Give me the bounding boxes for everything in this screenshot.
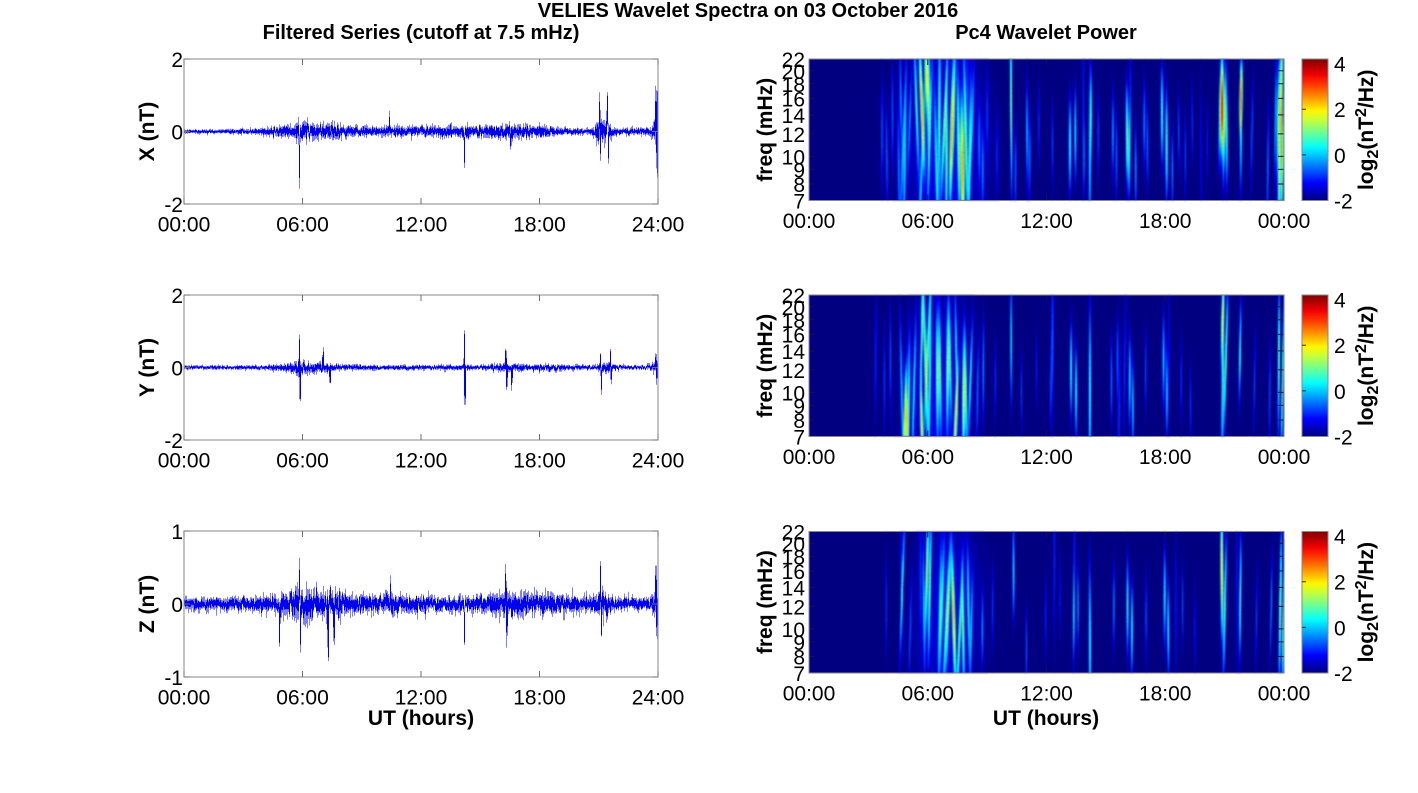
svg-text:9: 9 <box>793 159 805 182</box>
svg-text:Y (nT): Y (nT) <box>136 338 159 397</box>
svg-text:-2: -2 <box>1334 427 1353 450</box>
svg-text:06:00: 06:00 <box>276 687 329 710</box>
svg-text:4: 4 <box>1334 54 1346 77</box>
svg-text:16: 16 <box>782 561 805 584</box>
svg-text:UT (hours): UT (hours) <box>368 707 474 730</box>
svg-text:06:00: 06:00 <box>276 450 329 473</box>
svg-text:00:00: 00:00 <box>783 683 836 706</box>
svg-text:7: 7 <box>793 663 805 686</box>
svg-text:06:00: 06:00 <box>902 446 955 469</box>
svg-text:Pc4 Wavelet Power: Pc4 Wavelet Power <box>955 22 1137 44</box>
svg-text:20: 20 <box>782 297 805 320</box>
svg-text:18: 18 <box>782 74 805 97</box>
svg-text:18:00: 18:00 <box>1139 683 1192 706</box>
svg-text:log2(nT2/Hz): log2(nT2/Hz) <box>1353 306 1382 426</box>
svg-text:12: 12 <box>782 124 805 147</box>
svg-text:18:00: 18:00 <box>513 450 566 473</box>
svg-text:0: 0 <box>171 594 183 617</box>
svg-text:-2: -2 <box>1334 191 1353 214</box>
svg-text:2: 2 <box>1334 99 1346 122</box>
svg-text:0: 0 <box>171 122 183 145</box>
svg-text:2: 2 <box>171 285 183 308</box>
svg-text:9: 9 <box>793 632 805 655</box>
svg-text:20: 20 <box>782 61 805 84</box>
svg-text:24:00: 24:00 <box>632 450 685 473</box>
svg-text:12: 12 <box>782 596 805 619</box>
svg-text:22: 22 <box>782 285 805 308</box>
svg-text:0: 0 <box>1334 381 1346 404</box>
svg-text:06:00: 06:00 <box>902 210 955 233</box>
svg-text:00:00: 00:00 <box>158 450 211 473</box>
svg-text:1: 1 <box>171 521 183 544</box>
svg-text:20: 20 <box>782 533 805 556</box>
svg-text:22: 22 <box>782 49 805 72</box>
svg-text:16: 16 <box>782 88 805 111</box>
svg-text:00:00: 00:00 <box>783 210 836 233</box>
svg-text:12:00: 12:00 <box>395 687 448 710</box>
svg-text:log2(nT2/Hz): log2(nT2/Hz) <box>1353 542 1382 662</box>
svg-text:-2: -2 <box>164 194 183 217</box>
svg-text:Z (nT): Z (nT) <box>136 575 159 633</box>
svg-text:18: 18 <box>782 546 805 569</box>
svg-text:06:00: 06:00 <box>276 214 329 237</box>
svg-text:X (nT): X (nT) <box>136 102 159 161</box>
svg-text:-2: -2 <box>164 430 183 453</box>
svg-text:8: 8 <box>793 174 805 197</box>
svg-text:12:00: 12:00 <box>1020 446 1073 469</box>
svg-text:0: 0 <box>1334 145 1346 168</box>
svg-text:0: 0 <box>1334 617 1346 640</box>
svg-text:log2(nT2/Hz): log2(nT2/Hz) <box>1353 70 1382 190</box>
svg-text:18:00: 18:00 <box>1139 210 1192 233</box>
svg-text:7: 7 <box>793 191 805 214</box>
svg-text:-2: -2 <box>1334 663 1353 686</box>
svg-text:9: 9 <box>793 395 805 418</box>
svg-text:freq (mHz): freq (mHz) <box>754 550 777 654</box>
svg-text:22: 22 <box>782 522 805 545</box>
svg-text:06:00: 06:00 <box>902 683 955 706</box>
svg-text:7: 7 <box>793 427 805 450</box>
svg-text:18:00: 18:00 <box>1139 446 1192 469</box>
svg-text:Filtered Series (cutoff at 7.5: Filtered Series (cutoff at 7.5 mHz) <box>263 22 580 44</box>
svg-text:8: 8 <box>793 410 805 433</box>
svg-text:2: 2 <box>1334 335 1346 358</box>
svg-text:4: 4 <box>1334 526 1346 549</box>
svg-text:14: 14 <box>782 105 806 128</box>
svg-text:00:00: 00:00 <box>1258 210 1311 233</box>
svg-text:00:00: 00:00 <box>783 446 836 469</box>
svg-text:2: 2 <box>171 49 183 72</box>
svg-text:4: 4 <box>1334 290 1346 313</box>
svg-text:00:00: 00:00 <box>1258 683 1311 706</box>
svg-text:14: 14 <box>782 577 806 600</box>
svg-text:freq (mHz): freq (mHz) <box>754 78 777 182</box>
svg-text:00:00: 00:00 <box>1258 446 1311 469</box>
svg-text:-1: -1 <box>164 667 183 690</box>
svg-text:18: 18 <box>782 310 805 333</box>
svg-text:24:00: 24:00 <box>632 687 685 710</box>
svg-text:00:00: 00:00 <box>158 214 211 237</box>
svg-text:12:00: 12:00 <box>395 450 448 473</box>
svg-text:10: 10 <box>782 382 805 405</box>
svg-text:00:00: 00:00 <box>158 687 211 710</box>
svg-text:UT (hours): UT (hours) <box>993 707 1099 730</box>
svg-text:16: 16 <box>782 324 805 347</box>
svg-text:8: 8 <box>793 647 805 670</box>
svg-text:VELIES Wavelet Spectra on 03 O: VELIES Wavelet Spectra on 03 October 201… <box>538 0 959 22</box>
svg-text:14: 14 <box>782 341 806 364</box>
svg-text:12:00: 12:00 <box>1020 683 1073 706</box>
svg-text:2: 2 <box>1334 572 1346 595</box>
svg-text:10: 10 <box>782 619 805 642</box>
svg-text:24:00: 24:00 <box>632 214 685 237</box>
svg-text:18:00: 18:00 <box>513 214 566 237</box>
svg-text:12:00: 12:00 <box>395 214 448 237</box>
svg-text:0: 0 <box>171 358 183 381</box>
svg-text:12:00: 12:00 <box>1020 210 1073 233</box>
svg-text:18:00: 18:00 <box>513 687 566 710</box>
svg-text:freq (mHz): freq (mHz) <box>754 314 777 418</box>
svg-text:10: 10 <box>782 146 805 169</box>
svg-text:12: 12 <box>782 360 805 383</box>
